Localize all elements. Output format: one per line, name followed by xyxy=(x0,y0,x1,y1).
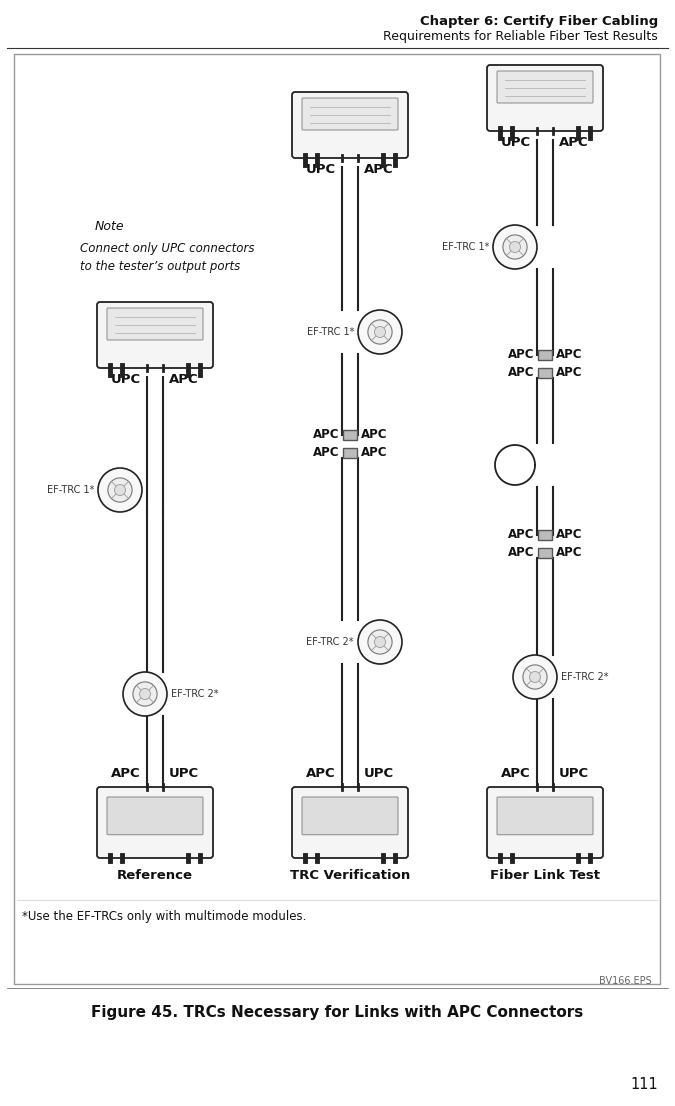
FancyBboxPatch shape xyxy=(97,302,213,368)
Circle shape xyxy=(375,326,385,337)
Circle shape xyxy=(529,671,541,682)
FancyBboxPatch shape xyxy=(14,54,660,984)
Bar xyxy=(538,368,552,378)
Text: UPC: UPC xyxy=(559,766,589,780)
Text: APC: APC xyxy=(556,546,583,560)
FancyBboxPatch shape xyxy=(107,307,203,340)
Text: EF-TRC 1*: EF-TRC 1* xyxy=(441,242,489,252)
FancyBboxPatch shape xyxy=(497,71,593,103)
Text: APC: APC xyxy=(559,136,589,149)
Text: APC: APC xyxy=(556,366,583,379)
Text: *Use the EF-TRCs only with multimode modules.: *Use the EF-TRCs only with multimode mod… xyxy=(22,910,306,924)
Bar xyxy=(538,547,552,559)
Text: APC: APC xyxy=(313,447,339,459)
Circle shape xyxy=(140,689,151,699)
Text: Connect only UPC connectors
to the tester’s output ports: Connect only UPC connectors to the teste… xyxy=(80,242,254,273)
Text: UPC: UPC xyxy=(364,766,394,780)
Text: APC: APC xyxy=(556,348,583,362)
FancyBboxPatch shape xyxy=(487,787,603,858)
Circle shape xyxy=(368,630,392,654)
Text: APC: APC xyxy=(502,766,531,780)
Text: Reference: Reference xyxy=(117,869,193,881)
FancyBboxPatch shape xyxy=(487,65,603,131)
FancyBboxPatch shape xyxy=(292,787,408,858)
Text: Chapter 6: Certify Fiber Cabling: Chapter 6: Certify Fiber Cabling xyxy=(420,15,658,28)
Text: EF-TRC 2*: EF-TRC 2* xyxy=(306,637,354,647)
Text: Fiber Link Test: Fiber Link Test xyxy=(490,869,600,881)
Text: APC: APC xyxy=(111,766,141,780)
Text: APC: APC xyxy=(508,529,534,542)
FancyBboxPatch shape xyxy=(107,797,203,835)
Text: TRC Verification: TRC Verification xyxy=(290,869,410,881)
Circle shape xyxy=(375,636,385,647)
Text: Requirements for Reliable Fiber Test Results: Requirements for Reliable Fiber Test Res… xyxy=(383,30,658,43)
FancyBboxPatch shape xyxy=(292,92,408,158)
Text: EF-TRC 2*: EF-TRC 2* xyxy=(561,672,608,682)
Text: UPC: UPC xyxy=(501,136,531,149)
Bar xyxy=(538,349,552,359)
Text: APC: APC xyxy=(508,348,534,362)
Text: Figure 45. TRCs Necessary for Links with APC Connectors: Figure 45. TRCs Necessary for Links with… xyxy=(91,1005,583,1020)
Circle shape xyxy=(513,655,557,699)
Text: UPC: UPC xyxy=(169,766,199,780)
Text: APC: APC xyxy=(361,447,387,459)
Circle shape xyxy=(358,620,402,664)
Circle shape xyxy=(368,320,392,344)
Text: APC: APC xyxy=(508,546,534,560)
Text: BV166.EPS: BV166.EPS xyxy=(599,975,652,987)
Text: APC: APC xyxy=(556,529,583,542)
Text: APC: APC xyxy=(169,373,198,386)
Circle shape xyxy=(133,682,157,706)
Text: Note: Note xyxy=(95,220,125,233)
Text: APC: APC xyxy=(508,366,534,379)
Circle shape xyxy=(358,310,402,354)
Text: EF-TRC 1*: EF-TRC 1* xyxy=(47,486,94,495)
Text: APC: APC xyxy=(306,766,336,780)
Circle shape xyxy=(108,478,132,502)
FancyBboxPatch shape xyxy=(97,787,213,858)
Text: APC: APC xyxy=(313,428,339,441)
FancyBboxPatch shape xyxy=(302,797,398,835)
Circle shape xyxy=(98,468,142,512)
FancyBboxPatch shape xyxy=(302,98,398,131)
Text: EF-TRC 2*: EF-TRC 2* xyxy=(171,689,219,699)
Text: APC: APC xyxy=(364,163,394,176)
Circle shape xyxy=(123,672,167,716)
Bar xyxy=(343,430,357,440)
Bar xyxy=(538,530,552,540)
Text: UPC: UPC xyxy=(306,163,336,176)
Circle shape xyxy=(503,234,527,259)
Text: APC: APC xyxy=(361,428,387,441)
Circle shape xyxy=(523,665,547,689)
FancyBboxPatch shape xyxy=(497,797,593,835)
Text: 111: 111 xyxy=(630,1077,658,1092)
Circle shape xyxy=(493,225,537,269)
Circle shape xyxy=(510,241,520,252)
Bar xyxy=(343,448,357,458)
Text: EF-TRC 1*: EF-TRC 1* xyxy=(306,327,354,337)
Circle shape xyxy=(115,484,126,495)
Text: UPC: UPC xyxy=(111,373,141,386)
